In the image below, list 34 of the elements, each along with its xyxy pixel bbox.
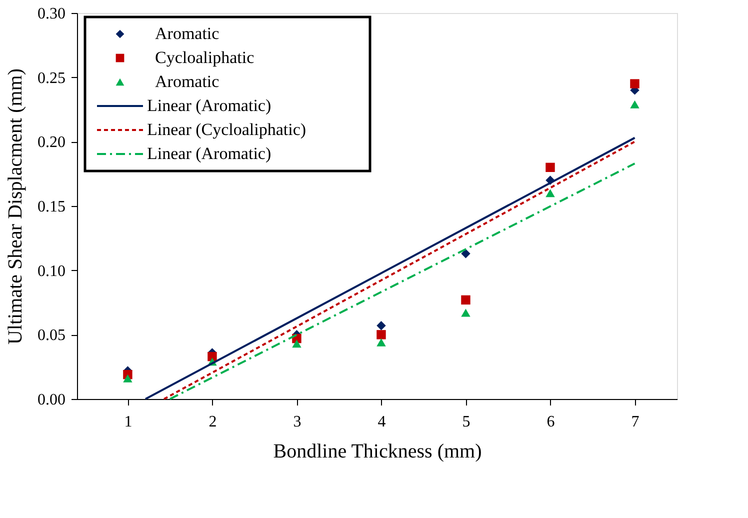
x-tick-label: 4 [378, 414, 386, 430]
point [461, 308, 470, 317]
point [123, 374, 132, 382]
x-tick-label: 5 [462, 414, 470, 430]
point [630, 79, 640, 88]
point [376, 338, 386, 346]
x-tick-label: 7 [631, 414, 640, 430]
point [546, 189, 555, 198]
point [546, 162, 555, 172]
x-axis-title: Bondline Thickness (mm) [273, 440, 482, 462]
point [376, 321, 386, 330]
y-tick-label: 0.25 [38, 70, 66, 87]
x-tick-label: 2 [208, 414, 217, 430]
x-tick-label: 3 [293, 414, 302, 430]
y-tick-label: 0.05 [38, 327, 66, 344]
legend-label: Cycloaliphatic [155, 48, 255, 67]
point [376, 330, 386, 340]
y-tick-label: 0.10 [38, 262, 66, 280]
legend-label: Linear (Cycloaliphatic) [147, 120, 306, 139]
point [630, 100, 640, 108]
legend-label: Linear (Aromatic) [147, 96, 272, 115]
legend-label: Aromatic [155, 24, 220, 43]
y-tick-label: 0.30 [38, 6, 66, 22]
y-axis-title: Ultimate Shear Displacment (mm) [4, 68, 26, 345]
y-tick-label: 0.15 [38, 198, 66, 216]
x-tick-label: 6 [546, 414, 555, 430]
y-tick-label: 0.20 [38, 134, 66, 152]
point [208, 352, 217, 362]
y-tick-label: 0.00 [38, 392, 66, 408]
legend-label: Aromatic [155, 72, 220, 91]
x-tick-label: 1 [124, 414, 132, 430]
point [292, 340, 302, 348]
point [461, 295, 470, 305]
legend-label: Linear (Aromatic) [147, 144, 272, 163]
